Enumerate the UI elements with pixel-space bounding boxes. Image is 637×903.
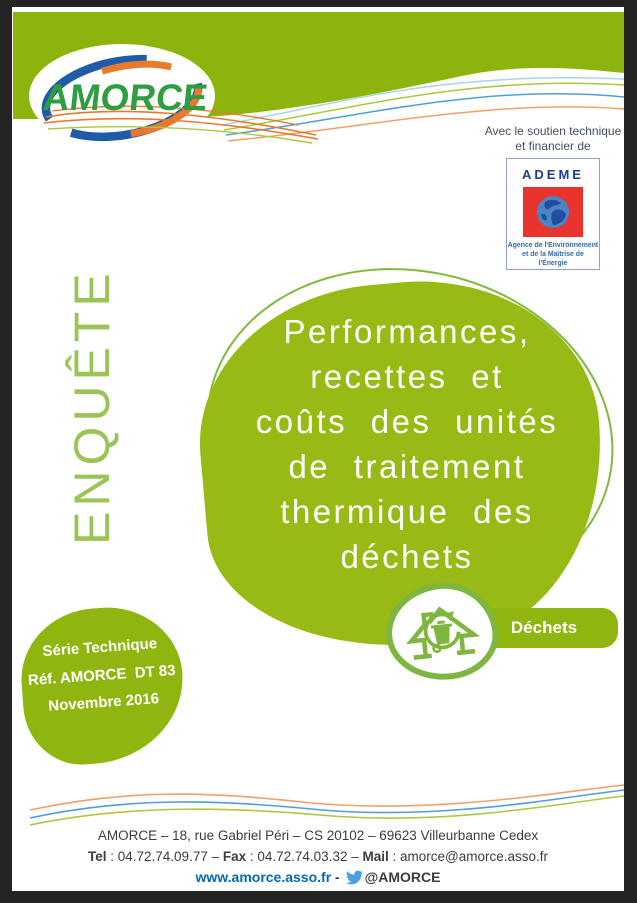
ademe-red-square — [523, 187, 583, 237]
ademe-name: ADEME — [522, 167, 584, 182]
title-line: Performances, — [283, 313, 531, 350]
title-line: thermique des — [280, 493, 534, 530]
header-wave-lightblue — [221, 77, 624, 126]
enquete-label: ENQUÊTE — [64, 268, 120, 545]
footer-address: AMORCE – 18, rue Gabriel Péri – CS 20102… — [97, 828, 539, 843]
theme-badge-label: Déchets — [510, 618, 578, 637]
footer-social-line: www.amorce.asso.fr - @AMORCE — [195, 869, 441, 885]
header-wave-blue — [225, 93, 624, 136]
footer-wave-blue — [29, 789, 624, 819]
title-line: coûts des unités — [255, 403, 559, 440]
footer-wave-orange — [29, 784, 624, 811]
report-title: Performances, recettes et coûts des unit… — [202, 309, 612, 579]
amorce-logo-text: AMORCE — [41, 76, 210, 118]
ademe-subtitle: et de la Maîtrise de l'Énergie — [522, 251, 584, 267]
header-wave-orange — [227, 106, 624, 142]
tel-label: Tel — [87, 849, 107, 864]
logo-blue-swoosh — [41, 54, 203, 142]
mail-label: Mail — [362, 849, 389, 864]
ademe-logo: ADEME Agence de l'Environnement et de la… — [506, 158, 600, 270]
logo-orange-swoosh — [52, 60, 202, 140]
twitter-bird-icon — [345, 870, 363, 885]
series-blob: Série Technique Réf. AMORCE DT 83 Novemb… — [16, 602, 189, 769]
report-cover-page: AMORCE Avec le soutien technique et fina… — [12, 7, 624, 891]
title-line: de traitement — [288, 448, 526, 485]
house-recycle-icon — [406, 606, 480, 660]
footer-email: : amorce@amorce.asso.fr — [388, 849, 549, 864]
ademe-globe-icon — [537, 196, 569, 228]
footer-contact-line: Tel : 04.72.74.09.77 – Fax : 04.72.74.03… — [87, 849, 549, 864]
theme-badge-medallion — [381, 577, 503, 686]
title-line: déchets — [340, 538, 474, 575]
ademe-subtitle: Agence de l'Environnement — [507, 242, 599, 249]
footer-waves — [29, 784, 624, 826]
footer-twitter-handle[interactable]: @AMORCE — [364, 869, 441, 885]
title-line: recettes et — [310, 358, 504, 395]
fax-label: Fax — [222, 849, 247, 864]
footer-wave-green — [29, 795, 624, 826]
footer: AMORCE – 18, rue Gabriel Péri – CS 20102… — [12, 825, 624, 888]
footer-website-link[interactable]: www.amorce.asso.fr — [195, 869, 332, 885]
amorce-logo: AMORCE — [29, 44, 319, 148]
support-text: Avec le soutien technique et financier d… — [484, 124, 622, 153]
